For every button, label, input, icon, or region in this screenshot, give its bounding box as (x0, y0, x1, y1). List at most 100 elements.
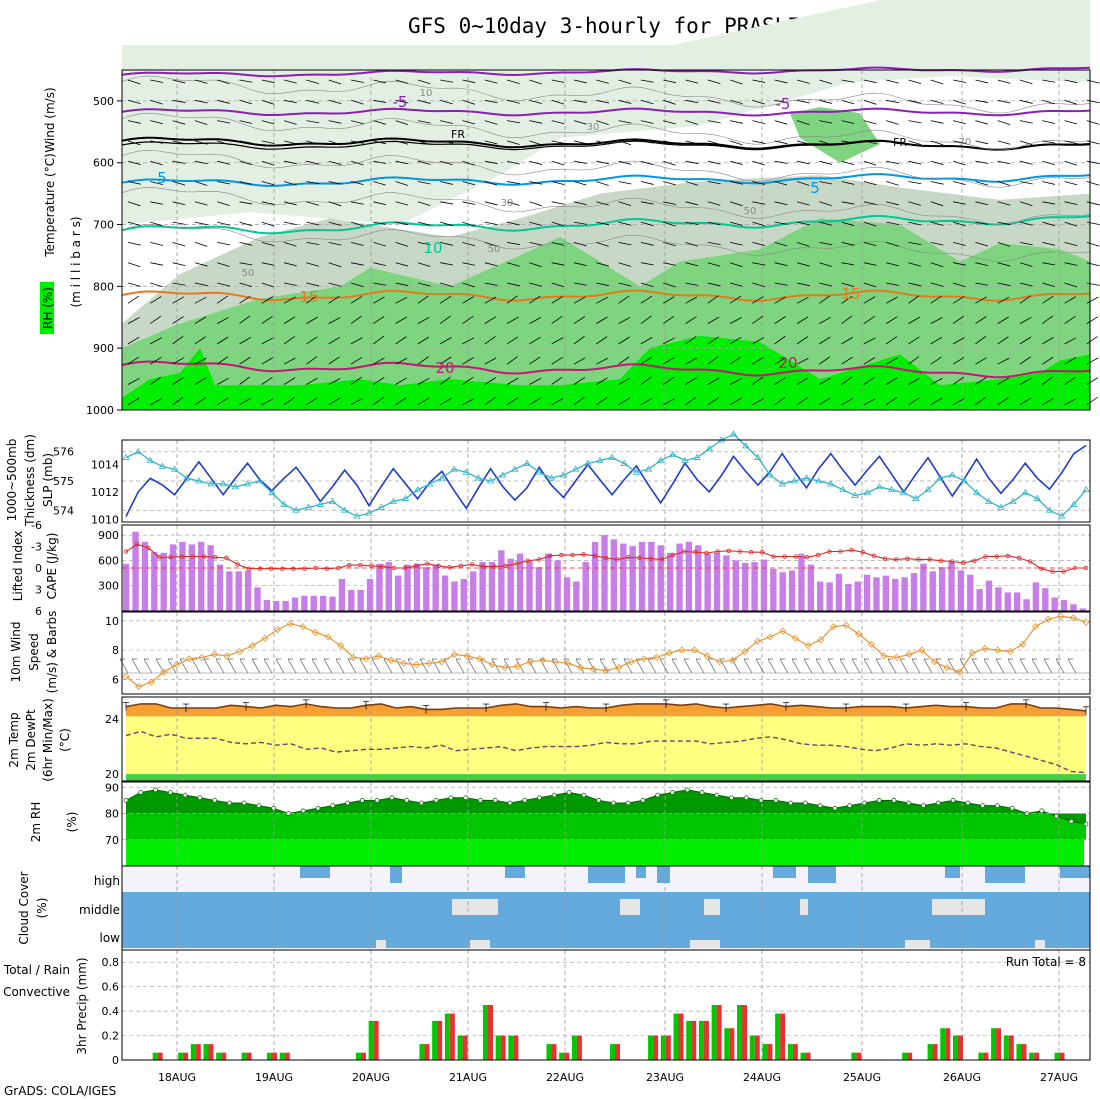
precip-ylabel-1: Total / Rain (3, 963, 70, 977)
thickness-point-4 (170, 465, 179, 472)
barb-34-5 (886, 181, 899, 186)
wind10-point-67 (968, 649, 976, 657)
barb-21-13 (596, 336, 608, 345)
wind10-panel: 6 8 10 10m Wind Speed (m/s) & Barbs (9, 611, 1091, 695)
li-point-70 (905, 556, 910, 561)
precip-conv-18 (373, 1020, 379, 1060)
precip-total-41 (660, 1035, 666, 1060)
precip-total-62 (927, 1044, 933, 1060)
precip-conv-52 (805, 1052, 811, 1060)
barb-26-16 (707, 397, 719, 406)
barb-43-9 (1086, 262, 1100, 267)
date-bottom-6: 24AUG (743, 1071, 781, 1084)
rh2m-point-37 (670, 790, 675, 795)
rh2m-ticks: 70 80 90 (105, 781, 119, 847)
rh2m-point-57 (965, 800, 971, 806)
li-point-73 (938, 558, 944, 564)
wind10-barb-38 (575, 658, 585, 674)
cape-bar-59 (676, 543, 683, 611)
cape-bar-47 (563, 577, 571, 611)
barb-14-9 (440, 262, 454, 266)
barb-29-15 (774, 377, 786, 385)
barb-18-5 (529, 181, 543, 185)
barb-8-11 (306, 295, 318, 304)
rh2m-point-5 (197, 795, 203, 801)
precip-total-52 (800, 1052, 806, 1060)
precip-total-1 (152, 1052, 158, 1060)
barb-15-5 (462, 181, 476, 186)
barb-18-8 (529, 242, 543, 246)
barb-1-1 (150, 99, 163, 105)
barb-39-9 (997, 262, 1011, 267)
temp2m-grid (176, 697, 1060, 781)
barb-28-9 (752, 262, 766, 266)
barb-6-8 (261, 242, 275, 247)
barb-26-6 (707, 201, 721, 206)
li-point-35 (514, 561, 519, 566)
barb-14-15 (439, 376, 451, 385)
date-bottom-8: 26AUG (943, 1071, 981, 1084)
barb-14-8 (440, 242, 453, 246)
rh2m-point-42 (743, 795, 749, 801)
barb-33-12 (863, 315, 875, 324)
barb-19-11 (551, 296, 563, 304)
lifted-index-line (122, 542, 1090, 574)
temp2m-tick-0: 20 (105, 768, 119, 781)
barb-40-10 (1019, 282, 1033, 287)
barb-1-7 (150, 221, 163, 227)
barb-9-5 (328, 181, 342, 185)
barb-42-15 (1064, 376, 1076, 385)
cape-bar-13 (244, 570, 252, 611)
precip-conv-41 (665, 1035, 671, 1060)
barb-15-2 (462, 120, 476, 125)
barb-33-2 (863, 120, 877, 125)
contour-fr-b (121, 140, 1091, 151)
barb-2-10 (172, 282, 186, 286)
barb-3-10 (194, 282, 208, 287)
rh-shading (122, 0, 1090, 410)
barb-35-9 (908, 262, 922, 267)
cloud-layer-high: high (94, 874, 120, 888)
barb-26-3 (707, 140, 721, 145)
barb-41-4 (1042, 160, 1055, 166)
barb-35-0 (908, 79, 922, 84)
cloud-mid-low-fill (122, 892, 1090, 948)
barb-26-5 (707, 181, 721, 185)
barb-43-11 (1086, 296, 1099, 304)
barb-18-10 (529, 282, 543, 287)
barb-32-2 (841, 120, 855, 124)
barb-21-6 (596, 201, 609, 206)
precip-total-22 (419, 1044, 425, 1060)
barb-39-8 (997, 242, 1011, 247)
barb-39-2 (997, 120, 1011, 125)
thickness-point-2 (146, 456, 155, 463)
wind10-barb-27 (443, 658, 453, 674)
li-point-61 (804, 555, 810, 560)
barb-9-3 (328, 140, 342, 146)
barb-6-4 (261, 160, 275, 166)
barb-35-1 (908, 99, 922, 104)
rh2m-point-8 (241, 800, 247, 806)
barb-2-16 (172, 396, 184, 406)
barb-8-16 (306, 397, 318, 406)
barb-8-4 (306, 160, 320, 165)
barb-9-4 (328, 160, 342, 165)
wind10-point-39 (615, 664, 623, 672)
wind10-barb-74 (1007, 658, 1017, 674)
li-point-76 (972, 558, 977, 564)
barb-28-16 (752, 398, 764, 406)
barb-36-8 (930, 242, 944, 246)
wind10-point-0 (122, 672, 130, 680)
precip-conv-40 (653, 1035, 659, 1060)
barb-24-8 (663, 242, 676, 247)
wind10-point-48 (728, 656, 736, 664)
barb-10-4 (350, 160, 364, 166)
rh2m-point-19 (404, 798, 409, 803)
barb-15-6 (462, 201, 476, 205)
cape-bar-63 (713, 552, 721, 611)
barb-29-6 (774, 201, 788, 206)
barb-11-12 (373, 316, 385, 324)
precip-tick-3: 0.6 (102, 981, 120, 994)
barb-2-15 (172, 377, 184, 385)
